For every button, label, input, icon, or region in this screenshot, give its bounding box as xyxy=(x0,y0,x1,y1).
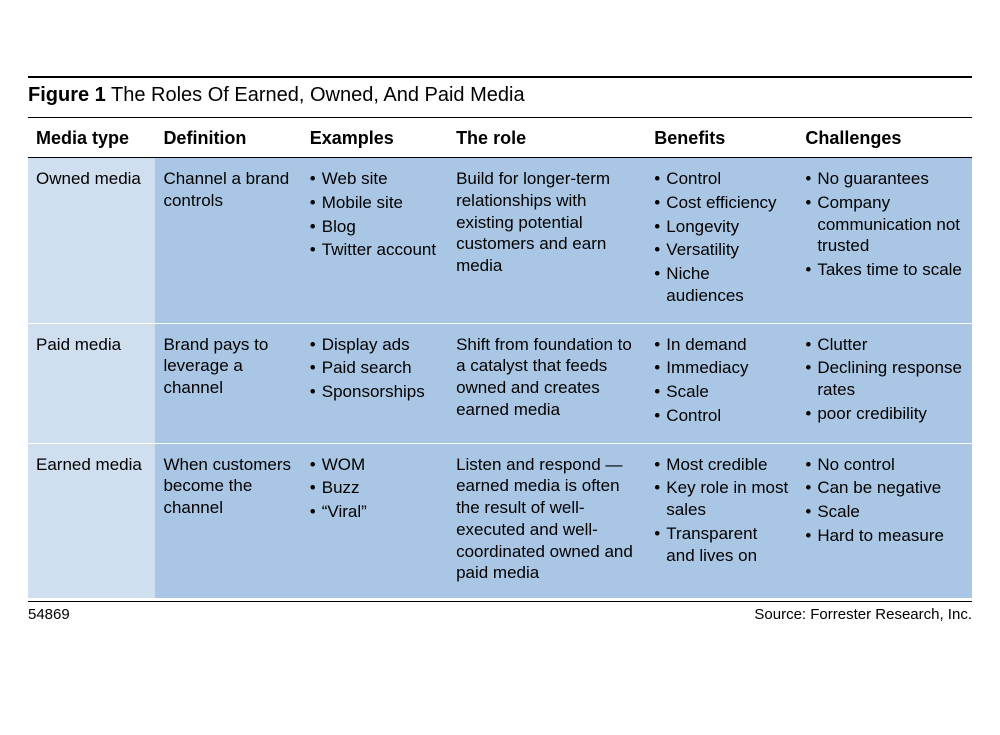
list-item: Niche audiences xyxy=(654,263,789,307)
list-item: Control xyxy=(654,405,789,427)
list-item: Mobile site xyxy=(310,192,440,214)
bullet-list: In demandImmediacyScaleControl xyxy=(654,334,789,427)
bullet-list: Most credibleKey role in most salesTrans… xyxy=(654,454,789,567)
list-item: Paid search xyxy=(310,357,440,379)
cell-challenges: No controlCan be negativeScaleHard to me… xyxy=(797,443,972,599)
col-header-media-type: Media type xyxy=(28,118,155,158)
list-item: Versatility xyxy=(654,239,789,261)
col-header-role: The role xyxy=(448,118,646,158)
col-header-examples: Examples xyxy=(302,118,448,158)
table-row: Owned mediaChannel a brand controlsWeb s… xyxy=(28,158,972,324)
col-header-benefits: Benefits xyxy=(646,118,797,158)
bullet-list: Web siteMobile siteBlogTwitter account xyxy=(310,168,440,261)
cell-definition: When customers become the channel xyxy=(155,443,301,599)
bullet-list: No controlCan be negativeScaleHard to me… xyxy=(805,454,964,547)
cell-media-type: Owned media xyxy=(28,158,155,324)
footer-id: 54869 xyxy=(28,606,70,623)
cell-examples: Display adsPaid searchSponsorships xyxy=(302,323,448,443)
list-item: Hard to measure xyxy=(805,525,964,547)
list-item: Web site xyxy=(310,168,440,190)
cell-definition: Channel a brand controls xyxy=(155,158,301,324)
figure-caption: Figure 1 The Roles Of Earned, Owned, And… xyxy=(28,78,972,117)
list-item: Buzz xyxy=(310,477,440,499)
cell-role: Shift from foundation to a catalyst that… xyxy=(448,323,646,443)
bullet-list: Display adsPaid searchSponsorships xyxy=(310,334,440,403)
list-item: Display ads xyxy=(310,334,440,356)
table-header-row: Media type Definition Examples The role … xyxy=(28,118,972,158)
bullet-list: ControlCost efficiencyLongevityVersatili… xyxy=(654,168,789,307)
cell-media-type: Paid media xyxy=(28,323,155,443)
list-item: Transparent and lives on xyxy=(654,523,789,567)
list-item: Most credible xyxy=(654,454,789,476)
col-header-challenges: Challenges xyxy=(797,118,972,158)
cell-definition: Brand pays to leverage a channel xyxy=(155,323,301,443)
bullet-list: No guaranteesCompany communication not t… xyxy=(805,168,964,281)
cell-examples: Web siteMobile siteBlogTwitter account xyxy=(302,158,448,324)
figure-title: The Roles Of Earned, Owned, And Paid Med… xyxy=(111,84,525,106)
list-item: poor credibility xyxy=(805,403,964,425)
figure-label: Figure 1 xyxy=(28,84,106,106)
list-item: Scale xyxy=(805,501,964,523)
list-item: Key role in most sales xyxy=(654,477,789,521)
list-item: “Viral” xyxy=(310,501,440,523)
list-item: Longevity xyxy=(654,216,789,238)
footer-source: Source: Forrester Research, Inc. xyxy=(754,606,972,623)
list-item: Blog xyxy=(310,216,440,238)
cell-benefits: ControlCost efficiencyLongevityVersatili… xyxy=(646,158,797,324)
list-item: Clutter xyxy=(805,334,964,356)
cell-role: Listen and respond — earned media is oft… xyxy=(448,443,646,599)
cell-benefits: Most credibleKey role in most salesTrans… xyxy=(646,443,797,599)
table-body: Owned mediaChannel a brand controlsWeb s… xyxy=(28,158,972,599)
table-row: Earned mediaWhen customers become the ch… xyxy=(28,443,972,599)
list-item: No guarantees xyxy=(805,168,964,190)
list-item: Declining response rates xyxy=(805,357,964,401)
list-item: Cost efficiency xyxy=(654,192,789,214)
list-item: Takes time to scale xyxy=(805,259,964,281)
table-row: Paid mediaBrand pays to leverage a chann… xyxy=(28,323,972,443)
list-item: Control xyxy=(654,168,789,190)
bullet-list: WOMBuzz“Viral” xyxy=(310,454,440,523)
bullet-list: ClutterDeclining response ratespoor cred… xyxy=(805,334,964,425)
list-item: Company communication not trusted xyxy=(805,192,964,257)
cell-challenges: No guaranteesCompany communication not t… xyxy=(797,158,972,324)
cell-benefits: In demandImmediacyScaleControl xyxy=(646,323,797,443)
cell-challenges: ClutterDeclining response ratespoor cred… xyxy=(797,323,972,443)
cell-examples: WOMBuzz“Viral” xyxy=(302,443,448,599)
media-table: Media type Definition Examples The role … xyxy=(28,117,972,599)
cell-media-type: Earned media xyxy=(28,443,155,599)
list-item: Sponsorships xyxy=(310,381,440,403)
list-item: WOM xyxy=(310,454,440,476)
col-header-definition: Definition xyxy=(155,118,301,158)
list-item: In demand xyxy=(654,334,789,356)
list-item: Immediacy xyxy=(654,357,789,379)
list-item: Twitter account xyxy=(310,239,440,261)
list-item: Can be negative xyxy=(805,477,964,499)
figure-footer: 54869 Source: Forrester Research, Inc. xyxy=(28,601,972,623)
cell-role: Build for longer-term relationships with… xyxy=(448,158,646,324)
list-item: Scale xyxy=(654,381,789,403)
list-item: No control xyxy=(805,454,964,476)
